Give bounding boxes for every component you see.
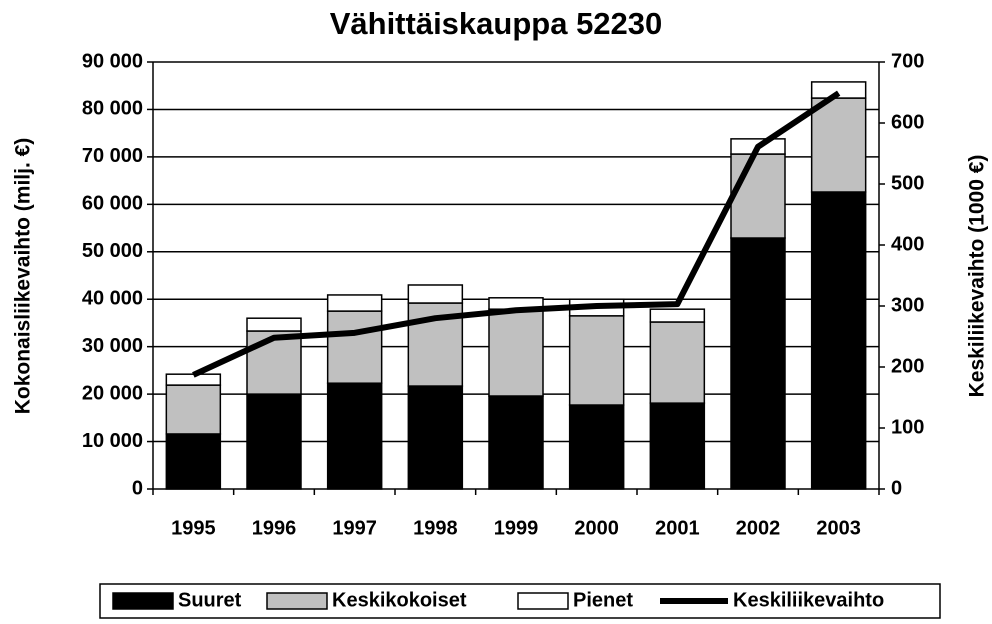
legend-swatch — [517, 592, 569, 610]
bar — [649, 321, 706, 404]
y-tick-label: 0 — [132, 477, 143, 499]
x-tick-label: 2003 — [816, 517, 861, 539]
y-tick-label: 60 000 — [82, 193, 143, 215]
y-tick-label: 10 000 — [82, 430, 143, 452]
x-tick-label: 2001 — [655, 517, 700, 539]
x-tick-label: 1995 — [171, 517, 216, 539]
bar — [730, 237, 786, 490]
x-tick-label: 1999 — [494, 517, 539, 539]
y2-tick-label: 600 — [891, 111, 924, 133]
y2-tick-label: 100 — [891, 416, 924, 438]
y-tick-label: 20 000 — [82, 382, 143, 404]
bar — [326, 310, 383, 384]
x-tick-label: 2000 — [574, 517, 619, 539]
y2-tick-label: 300 — [891, 294, 924, 316]
bar — [165, 433, 222, 490]
y-tick-label: 80 000 — [82, 98, 143, 120]
legend-label: Pienet — [573, 589, 633, 611]
bar — [326, 294, 383, 312]
legend-swatch — [112, 592, 174, 610]
bar — [407, 284, 464, 304]
y-tick-label: 40 000 — [82, 288, 143, 310]
y2-tick-label: 400 — [891, 233, 924, 255]
bar — [649, 308, 706, 323]
bar — [810, 97, 867, 193]
bar — [246, 393, 302, 490]
bar — [649, 402, 706, 490]
y2-tick-label: 0 — [891, 477, 902, 499]
bar — [810, 81, 867, 99]
x-tick-label: 1996 — [252, 517, 297, 539]
legend-label: Suuret — [178, 589, 242, 611]
bar — [488, 395, 544, 490]
y2-tick-label: 200 — [891, 355, 924, 377]
x-tick-label: 2002 — [736, 517, 781, 539]
bar — [326, 382, 383, 490]
bar — [165, 373, 222, 386]
bar — [246, 317, 302, 332]
bar — [568, 404, 625, 490]
y2-tick-label: 500 — [891, 172, 924, 194]
y-tick-label: 30 000 — [82, 335, 143, 357]
legend-label: Keskikokoiset — [332, 589, 467, 611]
bar — [568, 315, 625, 406]
y-tick-label: 90 000 — [82, 50, 143, 72]
bar — [165, 384, 222, 435]
bar — [488, 308, 544, 397]
x-tick-label: 1998 — [413, 517, 458, 539]
bar — [730, 153, 786, 239]
y2-tick-label: 700 — [891, 50, 924, 72]
chart-title: Vähittäiskauppa 52230 — [330, 6, 663, 41]
legend-swatch — [266, 592, 328, 610]
y-tick-label: 50 000 — [82, 240, 143, 262]
y-axis-label: Kokonaisliikevaihto (milj. €) — [12, 138, 35, 415]
y-tick-label: 70 000 — [82, 145, 143, 167]
bar — [810, 191, 867, 490]
legend-box — [99, 583, 941, 619]
x-tick-label: 1997 — [332, 517, 377, 539]
legend-label: Keskiliikevaihto — [733, 589, 884, 611]
bar — [407, 385, 464, 490]
y2-axis-label: Keskiliikevaihto (1000 €) — [966, 155, 989, 398]
line — [192, 90, 841, 378]
